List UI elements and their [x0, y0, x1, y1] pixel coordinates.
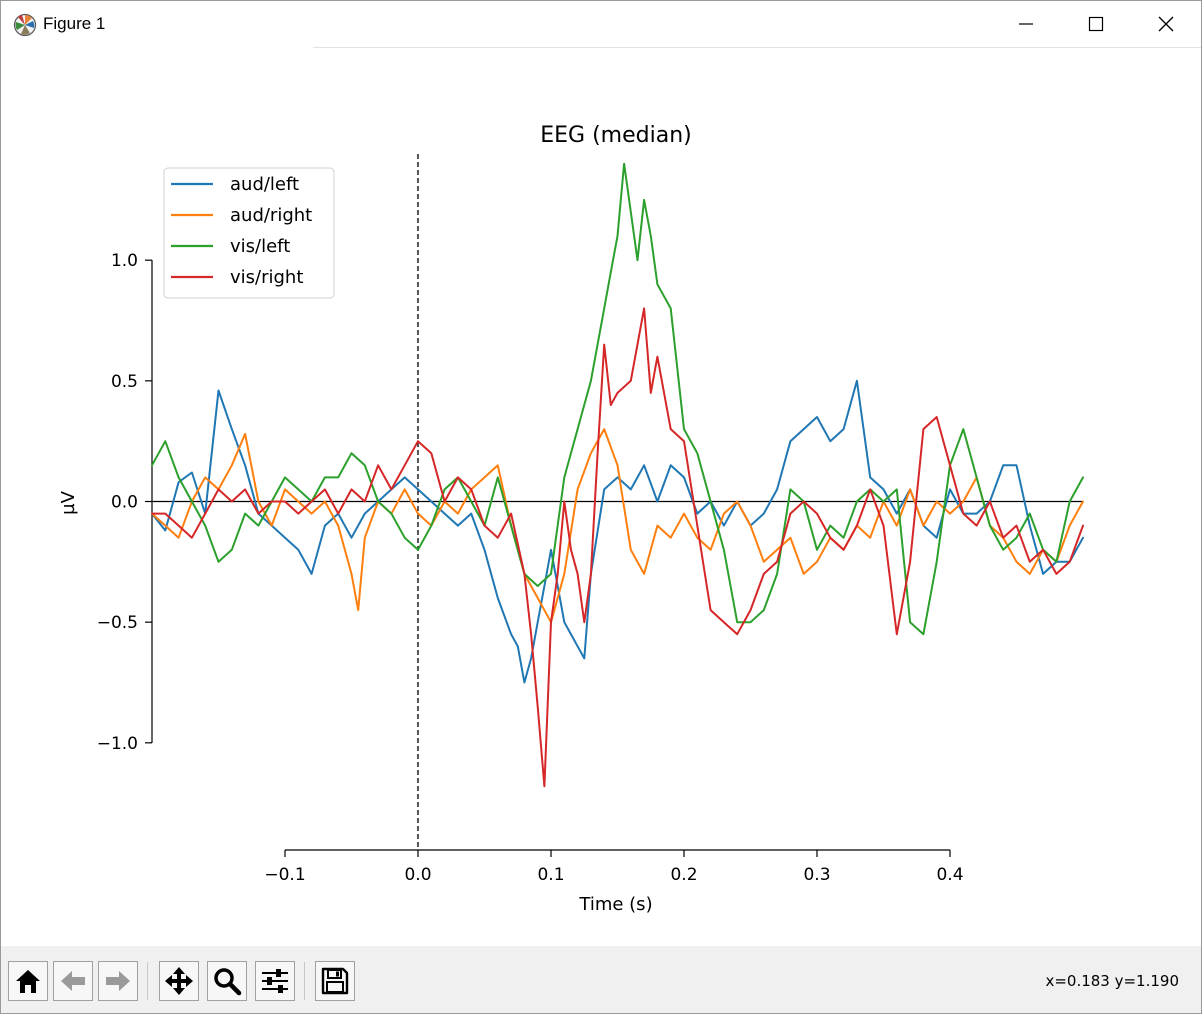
title-bar[interactable]: Figure 1 [1, 1, 1201, 47]
save-button[interactable] [315, 961, 355, 1001]
series-line-aud-right [151, 428, 1084, 624]
navigation-toolbar: x=0.183 y=1.190 [1, 946, 1201, 1013]
series-line-vis-left [151, 162, 1084, 636]
window-title: Figure 1 [43, 14, 106, 33]
legend-frame [163, 167, 335, 299]
x-tick-label: 0.1 [537, 865, 564, 885]
x-tick-label: 0.3 [803, 865, 830, 885]
floppy-disk-icon [321, 967, 349, 995]
back-button[interactable] [53, 961, 93, 1001]
x-tick-label: 0.2 [670, 865, 697, 885]
legend-label: aud/left [230, 174, 299, 195]
y-tick-label: 0.5 [111, 372, 138, 392]
x-tick-label: 0.0 [404, 865, 431, 885]
zoom-button[interactable] [207, 961, 247, 1001]
arrow-right-icon [106, 971, 130, 991]
close-button[interactable] [1131, 1, 1201, 47]
y-tick-label: 1.0 [111, 251, 138, 271]
minimize-button[interactable] [991, 1, 1061, 47]
matplotlib-logo-icon [13, 13, 37, 37]
sliders-icon [262, 969, 288, 993]
x-tick-label: −0.1 [264, 865, 305, 885]
maximize-icon [1088, 16, 1104, 32]
minimize-icon [1019, 23, 1033, 25]
toolbar-separator [147, 962, 148, 1000]
legend-label: aud/right [230, 205, 312, 226]
legend: aud/left aud/right vis/left vis/right [163, 167, 335, 299]
chart-title: EEG (median) [540, 123, 691, 148]
y-tick-label: −0.5 [97, 613, 138, 633]
home-icon [16, 970, 40, 993]
maximize-button[interactable] [1061, 1, 1131, 47]
legend-label: vis/left [230, 236, 290, 257]
forward-button[interactable] [98, 961, 138, 1001]
configure-subplots-button[interactable] [255, 961, 295, 1001]
cursor-coordinates: x=0.183 y=1.190 [1045, 972, 1179, 990]
arrow-left-icon [61, 971, 85, 991]
home-button[interactable] [8, 961, 48, 1001]
x-axis-label: Time (s) [578, 894, 652, 915]
close-icon [1158, 16, 1174, 32]
magnifier-icon [214, 968, 242, 996]
y-axis-label: µV [58, 490, 79, 514]
y-tick-label: 0.0 [111, 493, 138, 513]
series-line-aud-left [151, 379, 1084, 684]
legend-label: vis/right [230, 267, 303, 288]
series-line-vis-right [151, 307, 1084, 788]
toolbar-separator [304, 962, 305, 1000]
figure-canvas[interactable]: −1.0 −0.5 0.0 0.5 1.0 −0.1 0.0 0.1 0.2 0.3 0.4 EEG… [1, 48, 1201, 946]
pan-button[interactable] [159, 961, 199, 1001]
x-tick-label: 0.4 [936, 865, 963, 885]
y-tick-label: −1.0 [97, 734, 138, 754]
move-icon [165, 967, 193, 995]
eeg-plot[interactable]: −1.0 −0.5 0.0 0.5 1.0 −0.1 0.0 0.1 0.2 0.3 0.4 EEG… [1, 48, 1201, 946]
title-separator [313, 47, 1201, 48]
